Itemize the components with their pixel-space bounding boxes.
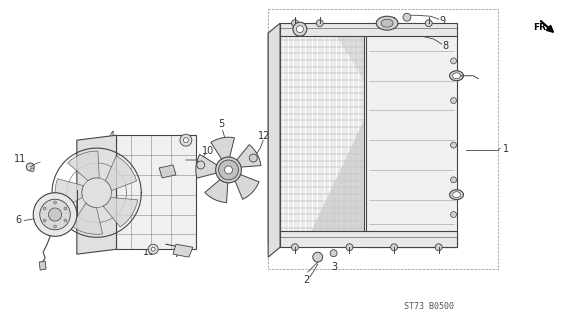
Circle shape <box>216 157 242 183</box>
Text: FR.: FR. <box>533 23 549 32</box>
Polygon shape <box>268 23 280 257</box>
Circle shape <box>218 160 239 180</box>
Polygon shape <box>159 165 176 178</box>
Circle shape <box>53 201 56 204</box>
Polygon shape <box>68 151 99 180</box>
Polygon shape <box>366 26 457 247</box>
Circle shape <box>330 250 337 257</box>
Circle shape <box>40 199 70 230</box>
Circle shape <box>30 168 34 172</box>
Polygon shape <box>280 33 365 234</box>
Circle shape <box>451 98 457 103</box>
Polygon shape <box>280 231 457 247</box>
Polygon shape <box>236 145 261 167</box>
Circle shape <box>151 247 155 251</box>
Circle shape <box>33 193 77 236</box>
Polygon shape <box>310 120 365 234</box>
Circle shape <box>64 219 67 222</box>
Polygon shape <box>268 33 280 244</box>
Text: 9: 9 <box>439 16 446 26</box>
Polygon shape <box>55 179 83 211</box>
Polygon shape <box>235 174 259 199</box>
Polygon shape <box>205 179 228 203</box>
Ellipse shape <box>376 16 398 30</box>
Text: 5: 5 <box>218 119 225 129</box>
Ellipse shape <box>453 73 461 79</box>
Circle shape <box>64 207 67 210</box>
Polygon shape <box>196 154 217 178</box>
Circle shape <box>451 177 457 183</box>
Polygon shape <box>39 261 46 270</box>
Circle shape <box>451 58 457 64</box>
Polygon shape <box>71 203 102 234</box>
Text: 11: 11 <box>14 154 26 164</box>
Text: 6: 6 <box>16 215 21 226</box>
Polygon shape <box>173 244 193 257</box>
Circle shape <box>225 166 232 174</box>
Text: 8: 8 <box>443 41 448 51</box>
Circle shape <box>403 13 411 21</box>
Circle shape <box>250 154 257 162</box>
Circle shape <box>451 142 457 148</box>
Circle shape <box>148 244 158 254</box>
Circle shape <box>435 244 442 251</box>
Text: 10: 10 <box>202 146 214 156</box>
Circle shape <box>390 244 397 251</box>
Polygon shape <box>103 197 137 227</box>
Ellipse shape <box>453 192 461 198</box>
Text: ST73 B0500: ST73 B0500 <box>404 302 454 311</box>
Circle shape <box>197 161 205 169</box>
Ellipse shape <box>450 190 463 200</box>
Polygon shape <box>211 137 235 160</box>
Circle shape <box>43 219 46 222</box>
Circle shape <box>316 20 323 27</box>
Circle shape <box>426 20 432 27</box>
Circle shape <box>451 212 457 218</box>
Polygon shape <box>280 23 457 36</box>
Circle shape <box>26 163 34 171</box>
Text: 1: 1 <box>503 144 509 154</box>
Circle shape <box>346 244 353 251</box>
Circle shape <box>53 225 56 228</box>
Text: 3: 3 <box>332 262 338 272</box>
Text: 10: 10 <box>143 247 155 257</box>
Circle shape <box>43 207 46 210</box>
Circle shape <box>297 26 304 33</box>
Circle shape <box>180 134 192 146</box>
FancyBboxPatch shape <box>117 135 196 249</box>
Circle shape <box>390 20 397 27</box>
Ellipse shape <box>450 71 463 81</box>
Text: 4: 4 <box>109 131 114 141</box>
Circle shape <box>48 208 62 221</box>
Circle shape <box>292 20 298 27</box>
Text: 2: 2 <box>304 275 310 285</box>
Circle shape <box>292 244 298 251</box>
Polygon shape <box>335 33 365 81</box>
Circle shape <box>293 22 307 36</box>
Polygon shape <box>77 135 117 254</box>
Text: 12: 12 <box>258 131 270 141</box>
Text: 7: 7 <box>173 249 179 259</box>
Polygon shape <box>105 156 137 191</box>
Ellipse shape <box>381 19 393 27</box>
Circle shape <box>183 138 189 143</box>
Circle shape <box>313 252 323 262</box>
